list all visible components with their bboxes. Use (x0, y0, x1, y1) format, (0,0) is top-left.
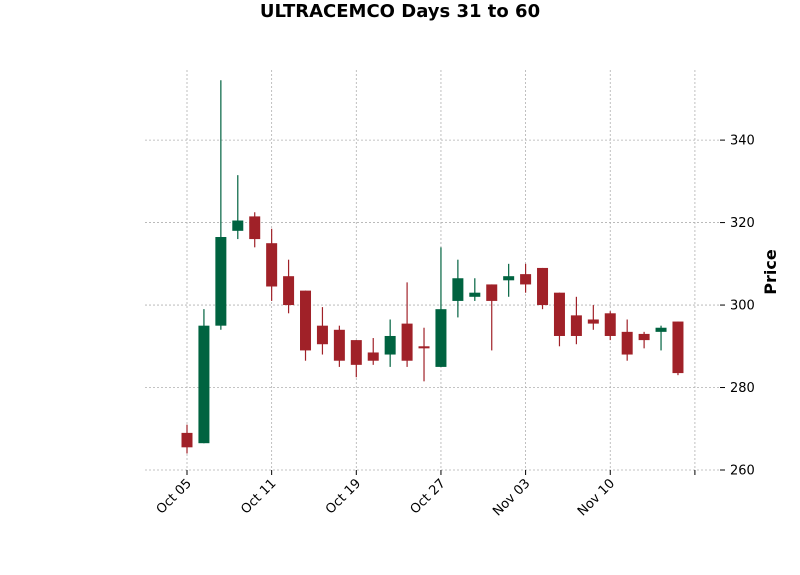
candle-body (486, 284, 498, 301)
candle-body (638, 333, 650, 341)
candle-body (537, 267, 549, 306)
candle-down (553, 292, 565, 347)
candle-down (367, 338, 379, 365)
candle-body (570, 315, 582, 336)
candle-down (249, 212, 261, 248)
candle-up (232, 175, 244, 240)
candle-down (266, 228, 278, 301)
candle-down (316, 307, 328, 355)
candle-up (384, 319, 396, 367)
candle-down (350, 340, 362, 378)
chart-title: ULTRACEMCO Days 31 to 60 (260, 1, 540, 22)
candle-up (198, 309, 210, 444)
candle-body (621, 331, 633, 355)
candle-down (520, 263, 532, 293)
x-tick-label: Oct 05 (154, 476, 195, 517)
candle-up (435, 247, 447, 367)
candle-up (655, 325, 667, 351)
y-tick-label: 300 (730, 299, 755, 314)
candle-body (333, 329, 345, 361)
candle-down (333, 325, 345, 367)
candle-body (604, 313, 616, 336)
candle-down (638, 331, 650, 349)
candle-body (553, 292, 565, 336)
candle-up (215, 80, 227, 330)
candle-body (418, 346, 430, 349)
candle-down (621, 319, 633, 361)
candle-body (469, 292, 481, 297)
candle-body (367, 352, 379, 361)
candle-body (316, 325, 328, 345)
y-tick-label: 340 (730, 134, 755, 149)
candle-body (266, 243, 278, 287)
candle-down (604, 311, 616, 341)
candle-down (570, 296, 582, 345)
candle-body (198, 325, 210, 444)
candle-layer (181, 80, 684, 454)
candle-body (655, 327, 667, 332)
candle-body (215, 237, 227, 326)
y-tick-label: 260 (730, 464, 755, 479)
candle-up (503, 263, 515, 297)
candle-body (300, 290, 312, 351)
candle-body (232, 220, 244, 231)
x-tick-label: Nov 03 (490, 476, 533, 519)
candle-body (503, 276, 515, 281)
candle-down (537, 267, 549, 310)
candle-body (435, 309, 447, 367)
candle-up (452, 259, 464, 318)
candle-body (587, 319, 599, 324)
y-axis: 260 280 300 320 340 (720, 134, 755, 479)
x-tick-label: Oct 27 (408, 476, 449, 517)
grid-layer (145, 70, 720, 471)
candle-down (300, 290, 312, 361)
candle-body (520, 274, 532, 285)
candle-body (452, 278, 464, 301)
candle-down (672, 321, 684, 376)
y-tick-label: 320 (730, 216, 755, 231)
y-tick-label: 280 (730, 381, 755, 396)
candle-down (181, 424, 193, 454)
candle-down (418, 327, 430, 382)
candle-down (587, 305, 599, 330)
x-tick-label: Nov 10 (575, 476, 618, 519)
x-tick-label: Oct 19 (323, 476, 364, 517)
candle-body (401, 323, 413, 361)
candle-down (486, 284, 498, 351)
candle-down (401, 282, 413, 367)
candle-body (350, 340, 362, 365)
candle-body (181, 432, 193, 448)
candle-up (469, 278, 481, 301)
candle-body (249, 216, 261, 240)
candle-body (384, 335, 396, 355)
candle-body (672, 321, 684, 374)
x-tick-label: Oct 11 (238, 476, 279, 517)
x-axis: Oct 05 Oct 11 Oct 19 Oct 27 Nov 03 Nov 10 (154, 470, 696, 519)
candle-body (283, 276, 295, 306)
y-axis-label: Price (761, 249, 780, 295)
candle-down (283, 259, 295, 314)
